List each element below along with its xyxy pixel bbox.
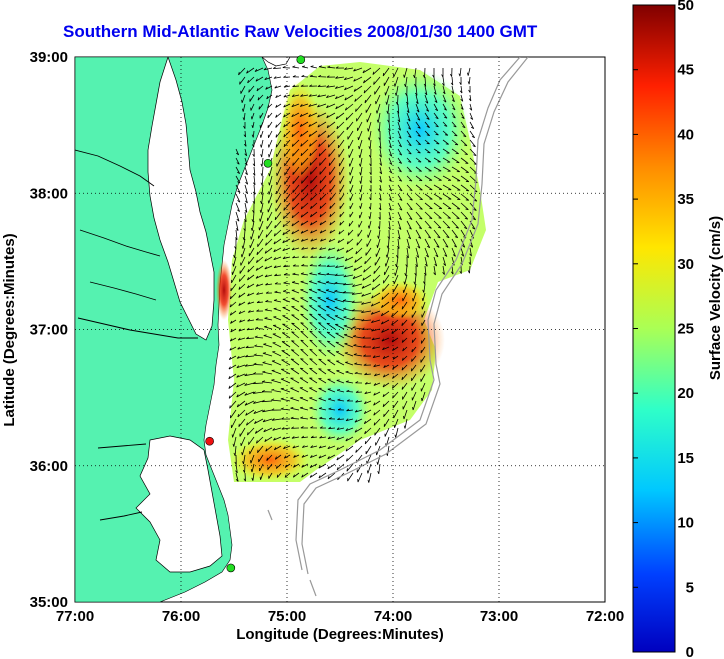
colorbar-tick: 10 (677, 515, 694, 532)
lon-tick-label: 74:00 (374, 608, 412, 625)
lon-tick-label: 73:00 (480, 608, 518, 625)
pamlico-sound (135, 435, 223, 573)
york-river (89, 281, 157, 301)
y-axis-label: Latitude (Degrees:Minutes) (1, 233, 18, 426)
lat-tick-label: 38:00 (30, 185, 68, 202)
potomac-river (75, 149, 155, 187)
bathymetry-contours (267, 57, 529, 597)
x-axis-label: Longitude (Degrees:Minutes) (236, 626, 444, 643)
colorbar-tick: 35 (677, 191, 694, 208)
albemarle-river (97, 443, 147, 449)
lon-tick-label: 77:00 (56, 608, 94, 625)
colorbar-tick: 15 (677, 450, 694, 467)
station-marker (263, 158, 273, 168)
colorbar-tick: 30 (677, 256, 694, 273)
colorbar-label: Surface Velocity (cm/s) (707, 216, 724, 380)
colorbar-tick: 50 (677, 0, 694, 14)
delaware-bay (261, 57, 291, 67)
lat-tick-label: 35:00 (30, 594, 68, 611)
lat-tick-label: 39:00 (30, 49, 68, 66)
velocity-arrows (228, 65, 478, 483)
colorbar-tick: 20 (677, 385, 694, 402)
station-marker (205, 436, 214, 446)
grid-lines (75, 57, 605, 602)
lat-tick-label: 37:00 (30, 322, 68, 339)
map-title: Southern Mid-Atlantic Raw Velocities 200… (63, 22, 538, 41)
lon-tick-label: 72:00 (586, 608, 624, 625)
pamlico-river (99, 511, 143, 521)
land-mainland (75, 57, 273, 602)
station-marker (226, 563, 236, 573)
station-markers (205, 55, 306, 573)
velocity-vectors (228, 65, 478, 483)
lat-tick-label: 36:00 (30, 458, 68, 475)
colorbar (632, 4, 676, 653)
colorbar-tick: 25 (677, 321, 694, 338)
colorbar-tick: 5 (686, 579, 694, 596)
lon-tick-label: 75:00 (268, 608, 306, 625)
lon-tick-label: 76:00 (162, 608, 200, 625)
rappahannock-river (79, 229, 161, 257)
colorbar-tick: 45 (677, 62, 694, 79)
station-marker (296, 55, 306, 65)
colorbar-tick: 0 (686, 644, 694, 659)
chesapeake-bay (147, 57, 215, 341)
longitude-tick-labels: 77:00 76:00 75:00 74:00 73:00 72:00 (56, 608, 624, 625)
colorbar-tick: 40 (677, 126, 694, 143)
latitude-tick-labels: 39:00 38:00 37:00 36:00 35:00 (30, 49, 68, 611)
colorbar-tick-labels: 0 5 10 15 20 25 30 35 40 45 50 (633, 0, 694, 659)
